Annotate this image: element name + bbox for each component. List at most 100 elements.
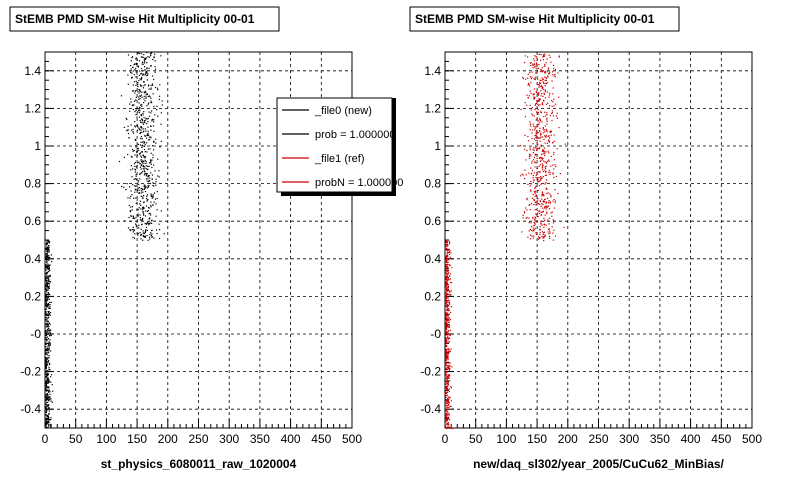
data-point [50,398,52,400]
data-point [532,230,534,232]
data-point [544,147,546,149]
chart-title-box [409,6,680,32]
data-point [533,138,535,140]
data-point [445,331,447,333]
data-point [445,245,447,247]
data-point [45,278,47,280]
data-point [150,125,152,127]
data-point [48,286,50,288]
data-point [147,132,149,134]
data-point [139,110,141,112]
data-point [50,376,52,378]
data-point [533,179,535,181]
data-point [545,129,547,131]
data-point [539,233,541,236]
data-point [49,393,51,395]
data-point [446,416,448,418]
data-point [446,276,448,278]
data-point [145,71,147,73]
data-point [45,381,47,383]
data-point [150,84,152,87]
data-point [449,291,451,293]
data-point [446,388,448,390]
y-tick-label: 1.4 [24,64,41,78]
data-point [548,202,550,204]
data-point [544,125,546,127]
data-point [448,326,450,328]
data-point [45,388,47,390]
data-point [47,375,49,377]
data-point [151,174,153,176]
data-point [153,105,155,108]
data-point [548,96,550,98]
data-point [546,131,548,133]
data-point [448,278,450,280]
data-point [146,71,148,74]
data-point [446,283,449,285]
data-point [534,187,536,189]
data-point [140,136,142,138]
y-tick-label: 0.2 [424,289,441,303]
data-point [140,137,142,140]
data-point [448,309,450,311]
data-point [46,251,48,253]
data-point [138,227,140,229]
data-point [536,133,538,135]
data-point [45,256,47,258]
data-point [540,132,542,135]
data-point [46,265,48,267]
data-point [46,331,48,333]
data-point [150,194,152,196]
data-point [144,84,146,86]
data-point [45,288,47,290]
data-point [133,218,135,220]
data-point [129,103,131,105]
data-point [134,178,136,180]
data-point [140,126,142,128]
data-point [541,103,543,105]
data-point [537,216,539,218]
data-point [445,367,447,369]
data-point [132,128,134,130]
data-point [46,418,49,421]
data-point [447,251,449,253]
data-point [45,367,47,369]
data-point [137,86,139,88]
data-point [132,84,134,86]
data-point [145,58,147,60]
data-point [127,125,129,127]
data-point [49,331,51,333]
data-point [46,332,48,335]
data-point [129,186,131,188]
data-point [139,163,141,165]
data-point [139,95,142,97]
data-point [552,93,554,95]
data-point [48,311,50,313]
data-point [552,172,554,174]
data-point [446,379,448,381]
data-point [447,382,449,384]
data-point [450,387,452,389]
data-point [445,259,447,261]
data-point [445,318,447,320]
data-point [139,232,141,234]
data-point [553,105,555,107]
data-point [544,111,546,113]
data-point [445,324,447,327]
data-point [130,65,132,67]
data-point [144,231,146,233]
data-point [143,184,145,186]
data-point [45,284,47,286]
data-point [47,299,49,301]
data-point [537,212,539,214]
data-point [47,387,49,389]
data-point [564,143,566,145]
data-point [553,229,555,231]
data-point [150,163,152,165]
data-point [538,212,541,214]
data-point [445,298,447,300]
data-point [449,350,451,352]
data-point [151,233,153,235]
data-point [535,232,537,234]
data-point [549,232,551,234]
